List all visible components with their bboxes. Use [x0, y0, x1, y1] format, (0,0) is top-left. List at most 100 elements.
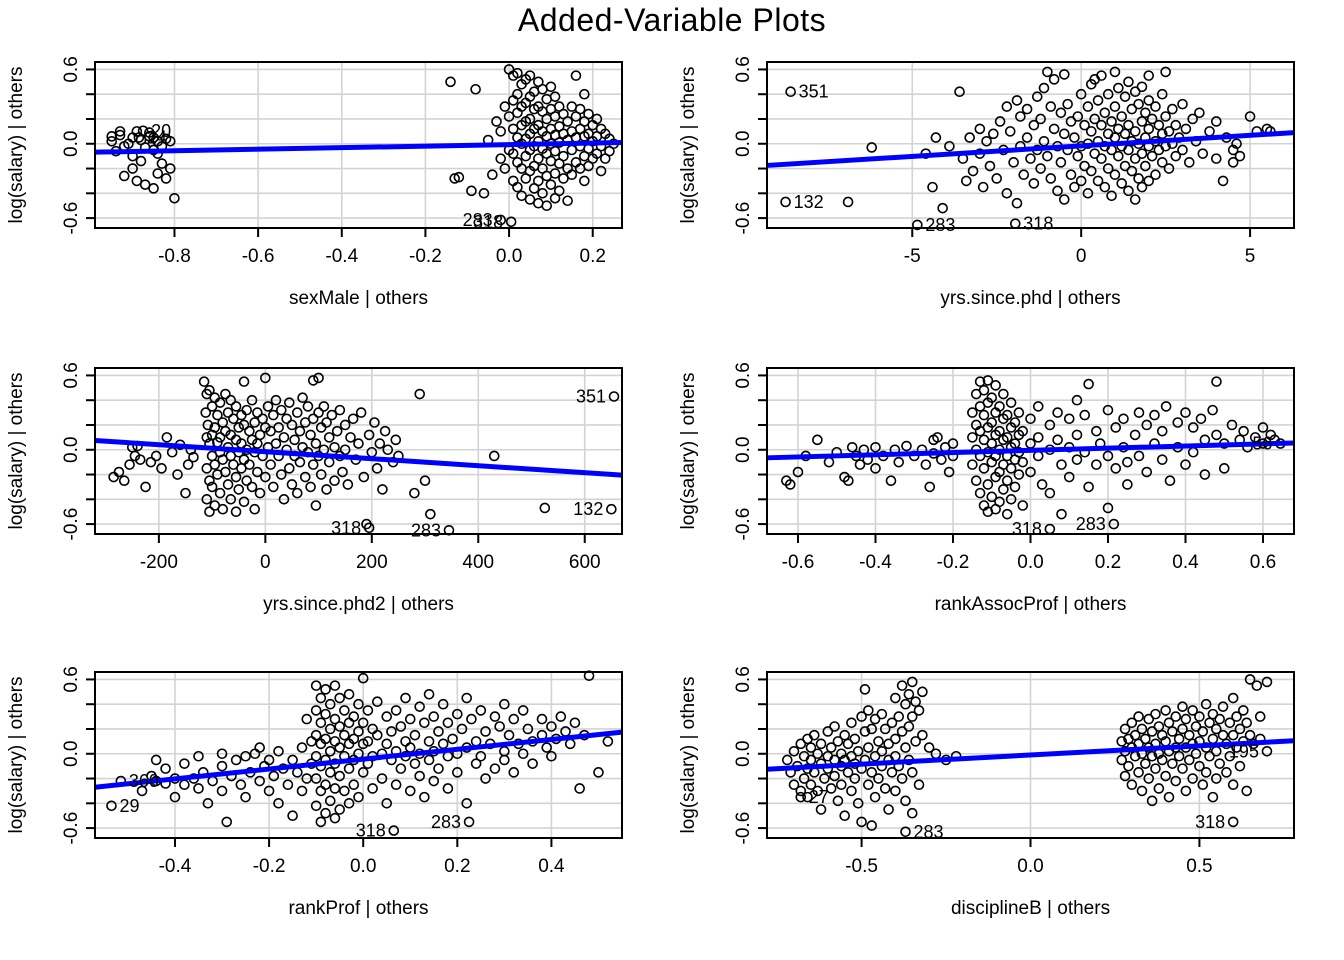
point-label: 318 [1023, 214, 1053, 234]
scatter-point [478, 188, 490, 199]
scatter-point [423, 736, 435, 747]
x-axis-label: yrs.since.phd | others [940, 288, 1120, 309]
x-tick-label: 0.0 [350, 856, 376, 877]
scatter-point [964, 132, 975, 143]
scatter-point [815, 804, 827, 815]
x-axis-label: yrs.since.phd2 | others [263, 594, 454, 615]
scatter-point [263, 785, 275, 797]
scatter-point [1143, 175, 1155, 187]
scatter-point [998, 484, 1009, 495]
scatter-point [1136, 181, 1148, 193]
scatter-point [943, 466, 955, 478]
scatter-point [1136, 148, 1148, 159]
scatter-point [433, 726, 444, 737]
scatter-point [1234, 760, 1246, 772]
scatter-point [1140, 733, 1151, 745]
y-tick-label: 0.0 [61, 437, 82, 463]
scatter-point [1083, 378, 1094, 390]
scatter-point [334, 770, 345, 782]
x-tick-label: 0.0 [1017, 552, 1043, 573]
scatter-point [1143, 773, 1155, 784]
scatter-point [903, 721, 915, 732]
scatter-point [320, 684, 331, 695]
x-axis-label: sexMale | others [289, 288, 428, 309]
scatter-point [334, 404, 346, 416]
scatter-point [1025, 153, 1036, 164]
scatter-point [358, 471, 370, 483]
scatter-point [1224, 717, 1236, 729]
scatter-point [233, 422, 245, 433]
scatter-point [423, 688, 435, 700]
x-tick-label: -0.5 [845, 856, 878, 877]
scatter-point [353, 726, 364, 737]
scatter-point [1123, 185, 1134, 197]
scatter-point [863, 779, 874, 791]
scatter-point [829, 770, 840, 782]
scatter-point [1045, 173, 1057, 184]
scatter-point [334, 692, 345, 704]
scatter-point [574, 783, 585, 794]
scatter-point [329, 736, 341, 747]
scatter-point [836, 748, 847, 760]
scatter-point [517, 705, 529, 716]
scatter-point [856, 816, 867, 828]
scatter-point [1113, 123, 1124, 135]
scatter-point [278, 432, 290, 443]
scatter-point [1102, 163, 1114, 174]
scatter-point [917, 729, 928, 741]
scatter-point [1207, 733, 1219, 745]
scatter-point [1180, 407, 1191, 418]
scatter-point [1244, 674, 1256, 685]
scatter-point [499, 754, 510, 766]
scatter-point [1153, 721, 1165, 732]
plot-box [94, 61, 623, 229]
scatter-point [106, 131, 118, 142]
scatter-point [339, 444, 351, 456]
scatter-point [238, 454, 250, 465]
scatter-point [1211, 773, 1222, 784]
scatter-point [1141, 419, 1153, 431]
scatter-point [404, 785, 416, 797]
scatter-point [1118, 413, 1129, 425]
scatter-point [1063, 471, 1075, 483]
x-tick-label: -0.2 [937, 552, 970, 573]
scatter-point [404, 713, 416, 725]
scatter-point [512, 181, 523, 193]
scatter-point [994, 401, 1005, 412]
scatter-point [994, 116, 1006, 127]
scatter-point [1017, 500, 1029, 511]
scatter-point [1109, 169, 1121, 181]
scatter-point [839, 810, 850, 822]
scatter-point [537, 188, 548, 199]
scatter-point [1109, 101, 1121, 112]
scatter-point [961, 175, 972, 187]
scatter-point [566, 169, 578, 181]
scatter-point [1149, 409, 1160, 421]
scatter-point [310, 800, 322, 812]
scatter-point [1211, 429, 1222, 441]
scatter-point [179, 758, 190, 769]
scatter-point [339, 705, 350, 716]
scatter-point [287, 810, 298, 822]
x-tick-label: 0.0 [496, 246, 522, 267]
scatter-point [981, 135, 992, 147]
scatter-point [246, 481, 258, 493]
scatter-point [169, 791, 181, 803]
scatter-point [910, 696, 921, 708]
scatter-point [169, 192, 180, 204]
scatter-point [106, 135, 118, 147]
scatter-point [1177, 144, 1188, 156]
scatter-point [545, 81, 557, 93]
scatter-point [866, 723, 878, 735]
scatter-point [1160, 401, 1172, 412]
scatter-point [527, 758, 538, 769]
scatter-point [1261, 676, 1273, 688]
scatter-point [1241, 785, 1253, 797]
scatter-point [372, 729, 383, 741]
x-tick-label: -0.6 [782, 552, 815, 573]
scatter-point [182, 459, 194, 470]
scatter-point [423, 754, 435, 766]
scatter-point [433, 763, 444, 774]
scatter-point [839, 729, 850, 741]
scatter-point [324, 723, 336, 735]
